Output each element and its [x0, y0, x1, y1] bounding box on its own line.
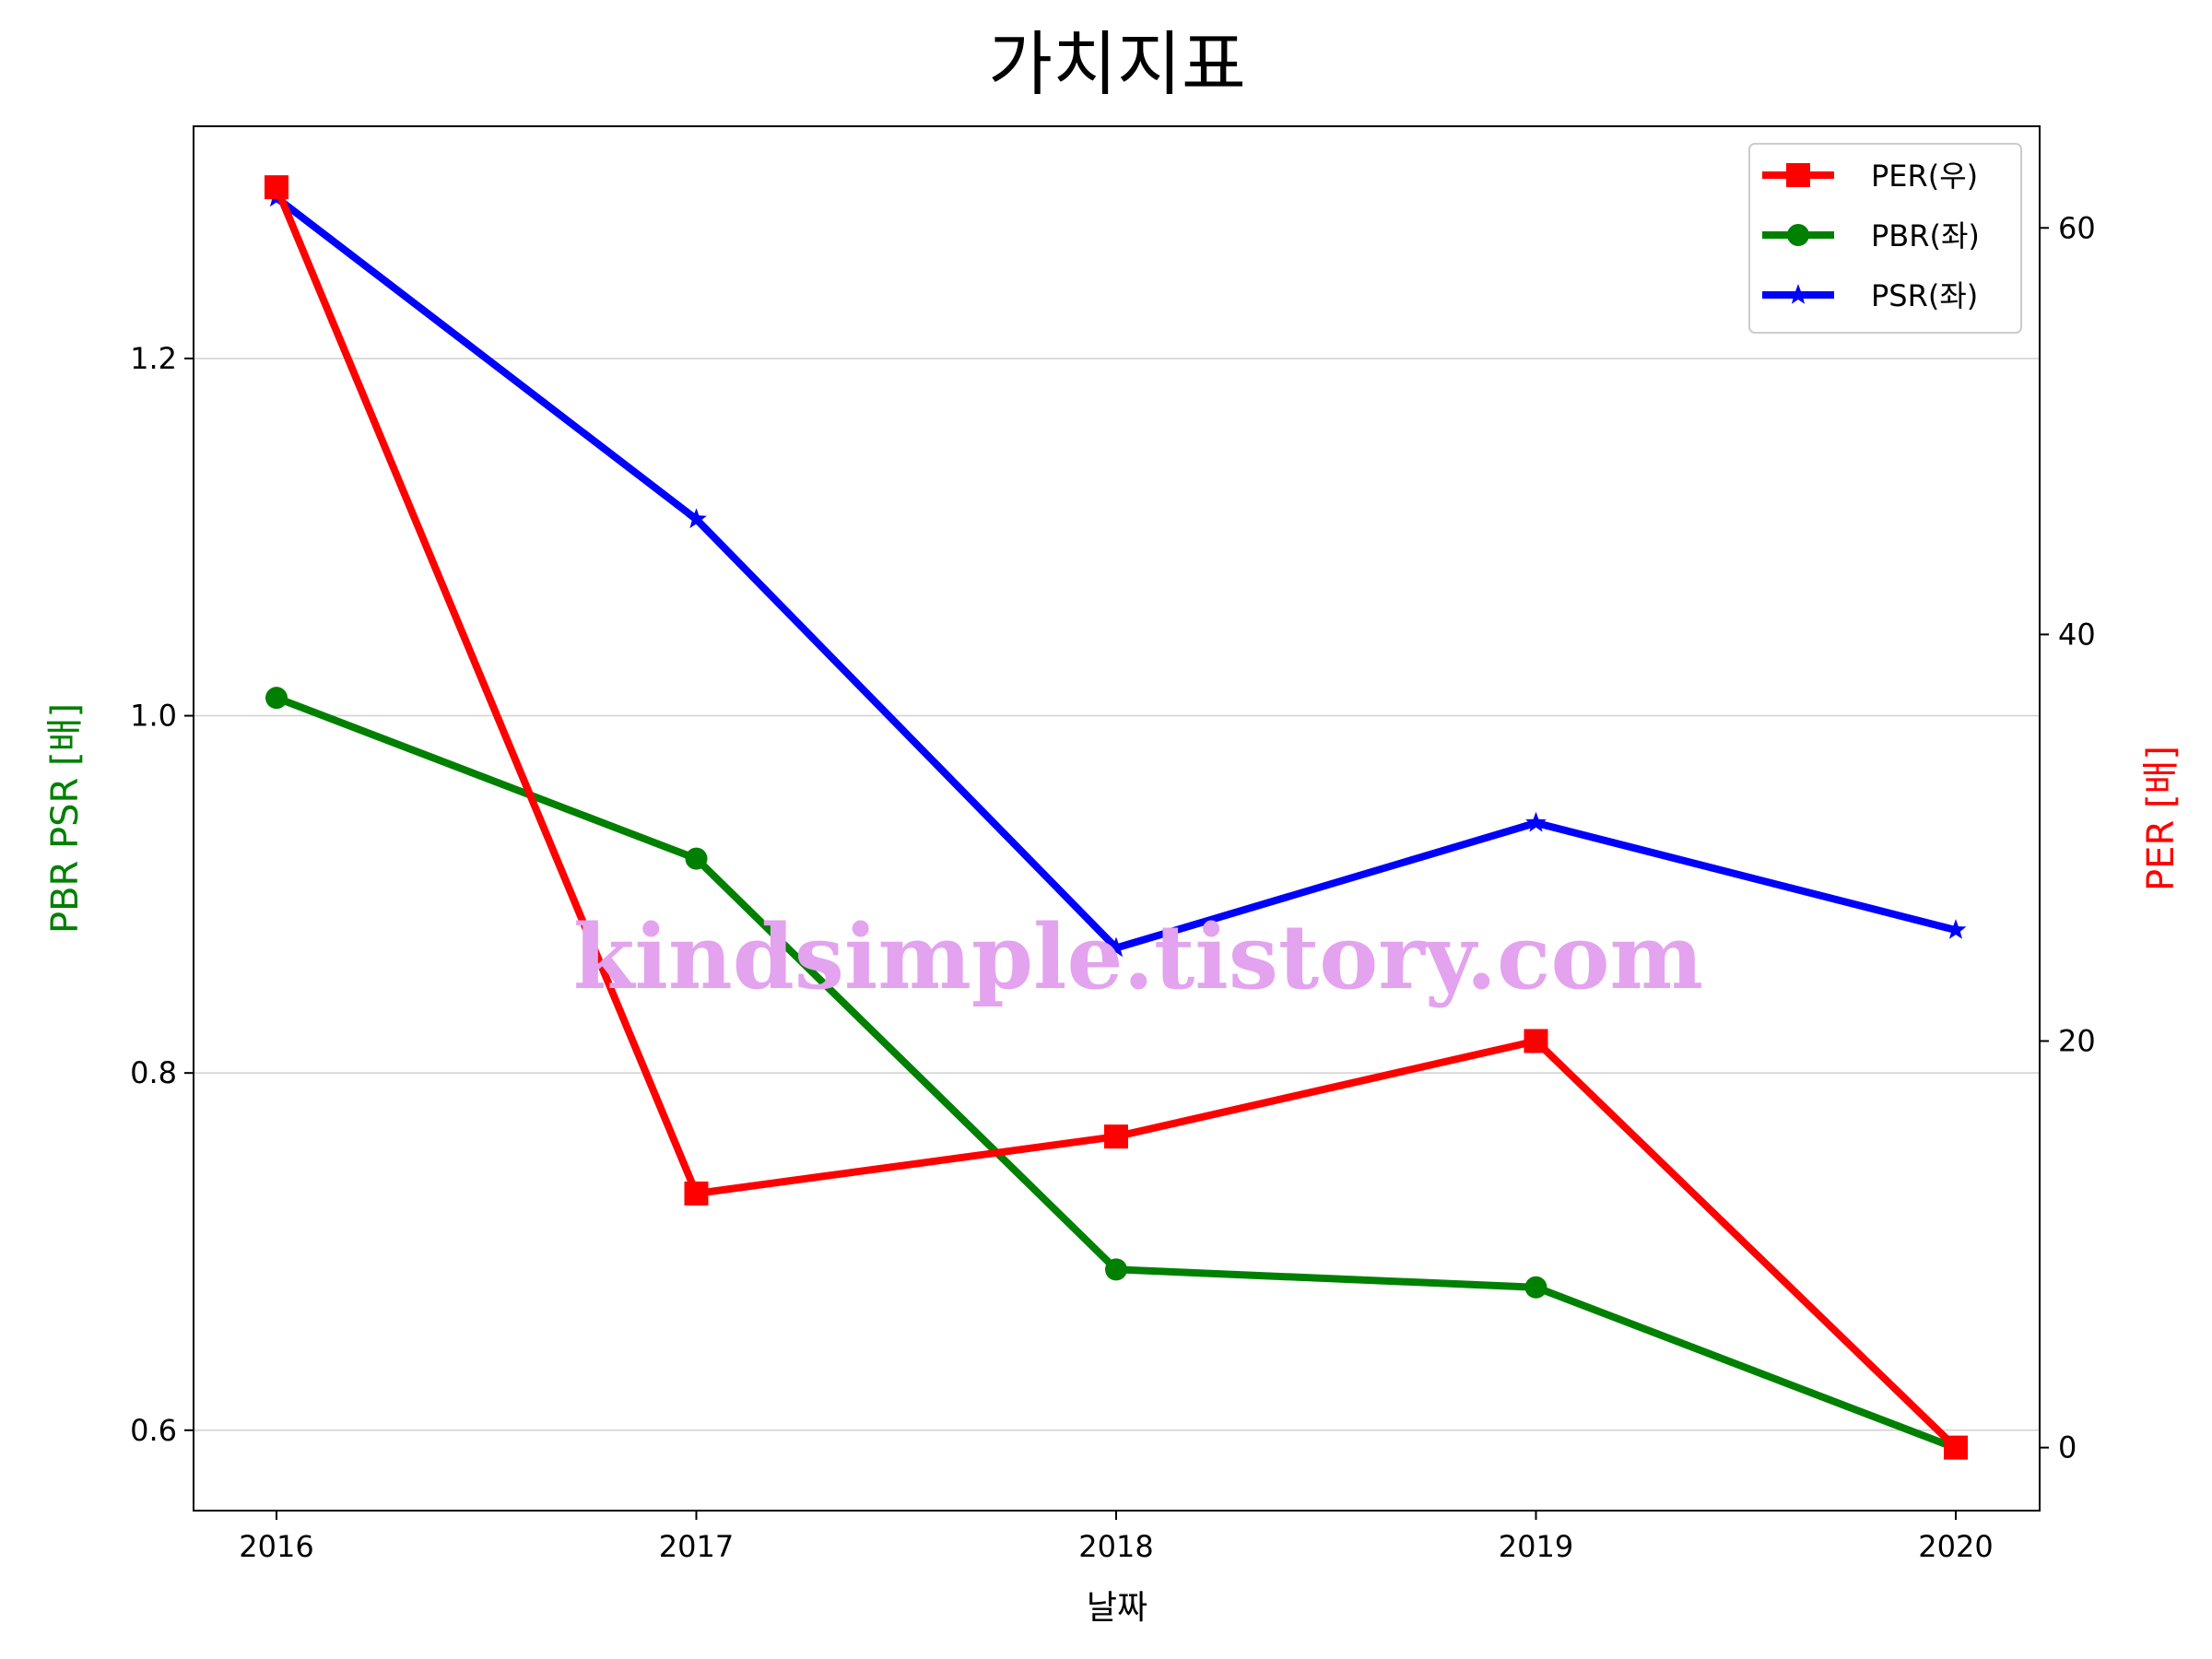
right-y-tick-label: 60 [2058, 210, 2096, 245]
data-point-per [1524, 1029, 1548, 1053]
series-line-psr [273, 194, 1959, 952]
data-point-pbr [685, 847, 708, 870]
data-point-psr [1525, 811, 1547, 832]
right-y-tick-label: 0 [2058, 1430, 2077, 1465]
data-point-pbr [1105, 1258, 1127, 1281]
data-point-pbr [265, 687, 288, 710]
right-y-axis: 0 20 40 60 [2040, 210, 2096, 1465]
legend-label-per: PER(우) [1871, 159, 1978, 194]
series-per [265, 175, 1968, 1460]
right-y-tick-label: 40 [2058, 617, 2096, 652]
left-y-tick-label: 1.2 [130, 341, 177, 376]
legend-marker-psr [1787, 284, 1809, 304]
left-y-tick-label: 0.6 [130, 1413, 177, 1448]
data-point-per [1104, 1124, 1128, 1149]
x-axis-label: 날짜 [1087, 1589, 1147, 1627]
data-point-psr [1945, 919, 1967, 939]
x-tick-label: 2016 [239, 1529, 313, 1564]
x-tick-label: 2017 [659, 1529, 734, 1564]
left-y-axis-label: PBR PSR [배] [44, 703, 87, 934]
data-point-pbr [1524, 1276, 1547, 1299]
left-y-axis: 0.6 0.8 1.0 1.2 [130, 341, 194, 1448]
legend: PER(우) PBR(좌) PSR(좌) [1748, 143, 2022, 334]
grid [194, 358, 2040, 1431]
x-tick-label: 2018 [1078, 1529, 1153, 1564]
x-tick-label: 2019 [1499, 1529, 1573, 1564]
right-y-tick-label: 20 [2058, 1024, 2096, 1059]
data-point-per [265, 175, 288, 200]
legend-marker-per [1786, 163, 1810, 187]
x-axis: 2016 2017 2018 2019 2020 [239, 1511, 1994, 1564]
right-y-axis-label: PER [배] [2140, 746, 2183, 891]
series-layer [265, 175, 1968, 1460]
x-tick-label: 2020 [1918, 1529, 1993, 1564]
left-y-tick-label: 0.8 [130, 1055, 177, 1090]
series-psr [265, 186, 1967, 958]
plot-frame [193, 125, 2041, 1512]
watermark: kindsimple.tistory.com [573, 905, 1703, 1009]
legend-box [1748, 143, 2022, 334]
data-point-per [1944, 1435, 1968, 1460]
legend-marker-pbr [1787, 224, 1809, 246]
data-point-psr [686, 508, 707, 529]
left-y-tick-label: 1.0 [130, 699, 177, 734]
legend-label-psr: PSR(좌) [1871, 278, 1978, 313]
legend-label-pbr: PBR(좌) [1871, 218, 1980, 253]
data-point-psr [1105, 936, 1127, 958]
data-point-per [684, 1181, 709, 1206]
chart-title: 가치지표 [988, 23, 1246, 105]
